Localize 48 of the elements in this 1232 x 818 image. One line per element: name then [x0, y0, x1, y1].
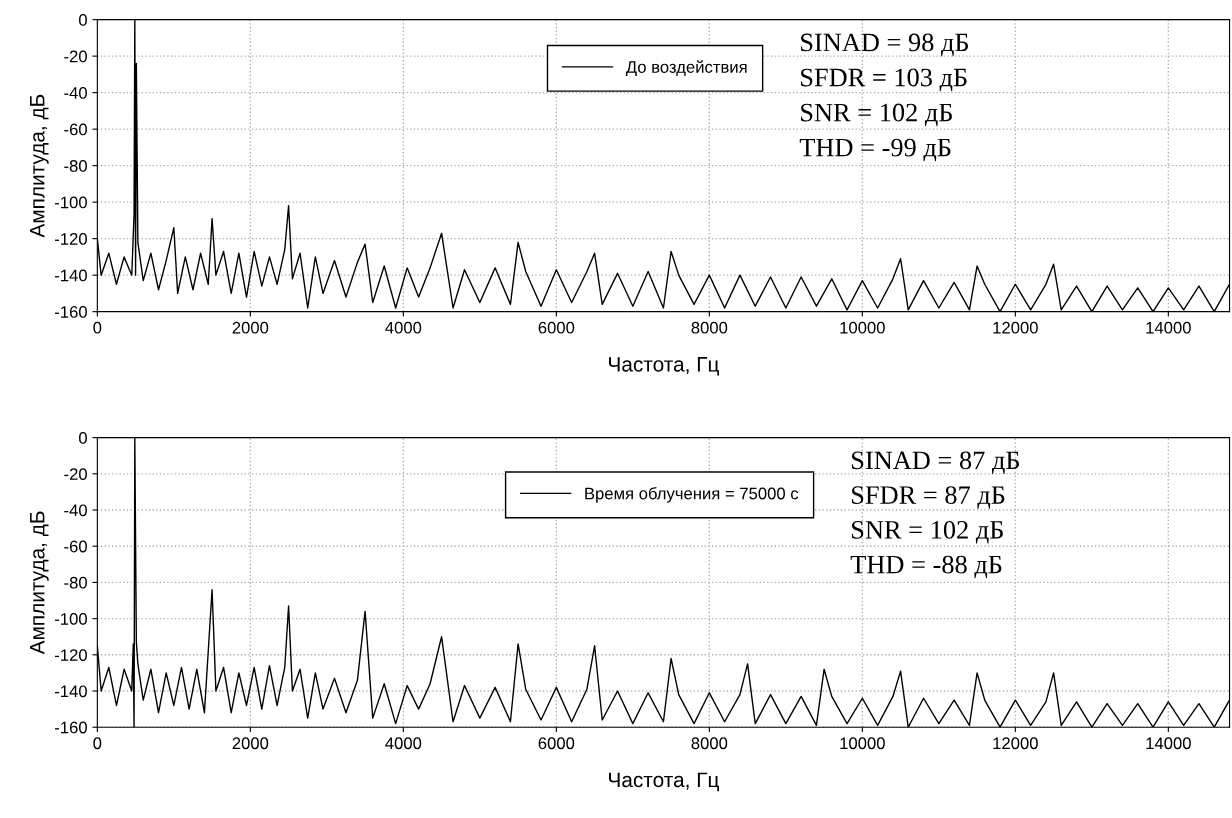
legend-label: Время облучения = 75000 с [585, 487, 799, 503]
x-tick-label: 6000 [538, 737, 575, 750]
x-tick-label: 2000 [232, 737, 269, 750]
y-tick-label: -140 [54, 269, 87, 282]
annotation: SFDR = 87 дБ [852, 486, 1005, 509]
y-tick-label: 0 [78, 14, 87, 26]
x-tick-label: 4000 [385, 737, 422, 750]
y-tick-label: -80 [64, 576, 87, 589]
y-tick-label: -40 [64, 87, 87, 99]
y-tick-label: -60 [64, 540, 87, 553]
x-tick-label: 0 [93, 737, 102, 750]
annotation: SNR = 102 дБ [852, 520, 1003, 544]
x-tick-label: 4000 [385, 321, 422, 334]
legend-label: До воздействия [625, 60, 747, 77]
annotation: THD = -99 дБ [799, 138, 951, 162]
y-axis-title: Амплитуда, дБ [30, 94, 49, 238]
y-tick-label: -120 [54, 649, 87, 662]
y-tick-label: -120 [54, 233, 87, 245]
y-tick-label: -100 [54, 613, 87, 625]
y-tick-label: -160 [54, 721, 87, 734]
x-tick-label: 14000 [1146, 737, 1191, 750]
y-tick-label: -100 [54, 196, 87, 209]
y-axis-title: Амплитуда, дБ [30, 511, 49, 655]
y-tick-label: 0 [78, 432, 87, 444]
x-tick-label: 6000 [538, 321, 575, 334]
annotation: SINAD = 98 дБ [801, 33, 969, 57]
x-tick-label: 10000 [840, 321, 885, 334]
y-tick-label: -160 [54, 306, 87, 318]
annotation: SINAD = 87 дБ [852, 451, 1019, 475]
annotation: THD = -88 дБ [850, 555, 1002, 579]
x-tick-label: 12000 [993, 321, 1038, 334]
x-tick-label: 12000 [993, 737, 1038, 750]
x-tick-label: 8000 [691, 737, 728, 750]
annotation: SFDR = 103 дБ [801, 68, 967, 92]
y-tick-label: -140 [54, 685, 87, 698]
y-tick-label: -80 [64, 160, 87, 172]
x-axis-title: Частота, Гц [609, 772, 719, 792]
y-tick-label: -20 [64, 468, 87, 481]
x-tick-label: 0 [93, 321, 102, 334]
x-axis-title: Частота, Гц [609, 357, 719, 376]
y-tick-label: -40 [64, 504, 87, 517]
y-tick-label: -20 [64, 50, 87, 63]
x-tick-label: 10000 [840, 737, 885, 750]
x-tick-label: 2000 [232, 321, 269, 334]
x-tick-label: 14000 [1146, 321, 1191, 334]
x-tick-label: 8000 [691, 321, 728, 334]
y-tick-label: -60 [64, 123, 87, 136]
annotation: SNR = 102 дБ [801, 103, 952, 127]
